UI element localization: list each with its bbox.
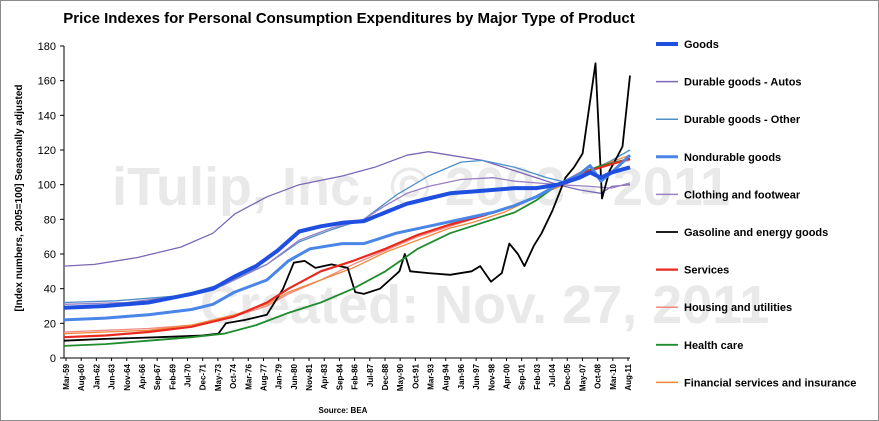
x-tick-label: Feb-03 — [533, 363, 542, 389]
x-tick-label: Feb-69 — [168, 363, 177, 389]
legend-label-health-care: Health care — [684, 340, 743, 352]
series-line-goods — [63, 165, 631, 310]
x-tick-label: May-73 — [214, 363, 223, 391]
y-tick-label: 0 — [50, 353, 56, 365]
x-tick-label: Jul-70 — [184, 363, 193, 387]
y-axis-label: [Index numbers, 2005=100] Seasonally adj… — [14, 84, 25, 311]
x-tick-label: Dec-88 — [381, 363, 390, 390]
x-axis: Mar-59 Aug-60 Jan-62 Jun-63 Nov-64 Apr-66 Sep-… — [62, 357, 633, 391]
legend-label-gasoline-and-energy-goods: Gasoline and energy goods — [684, 227, 828, 239]
x-tick-label: Oct-74 — [229, 363, 238, 388]
x-tick-label: Jun-63 — [108, 363, 117, 389]
y-tick-label: 140 — [38, 110, 56, 122]
x-tick-label: Sep-84 — [335, 363, 344, 390]
x-tick-label: Sep-01 — [518, 363, 527, 390]
x-tick-label: Apr-66 — [138, 363, 147, 389]
x-tick-label: Oct-08 — [594, 363, 603, 388]
x-tick-label: Jan-96 — [457, 363, 466, 389]
x-tick-label: Apr-83 — [320, 363, 329, 389]
x-tick-label: Mar-76 — [244, 363, 253, 389]
x-tick-label: Aug-11 — [624, 363, 633, 390]
x-tick-label: Aug-94 — [442, 363, 451, 391]
plot-lines — [63, 62, 632, 347]
y-tick-label: 80 — [44, 214, 56, 226]
x-tick-label: Jan-62 — [92, 363, 101, 389]
x-tick-label: Jun-97 — [472, 363, 481, 389]
x-tick-label: Jan-79 — [275, 363, 284, 389]
x-tick-label: Jul-87 — [366, 363, 375, 387]
chart-source: Source: BEA — [319, 406, 368, 415]
x-tick-label: Dec-05 — [563, 363, 572, 390]
y-tick-label: 180 — [38, 41, 56, 53]
legend-label-durable-goods-other: Durable goods - Other — [684, 114, 801, 126]
x-tick-label: May-90 — [396, 363, 405, 391]
x-tick-label: Nov-64 — [123, 363, 132, 390]
series-line-nondurable-goods — [63, 154, 632, 322]
x-tick-label: Jul-04 — [548, 363, 557, 387]
legend-label-nondurable-goods: Nondurable goods — [684, 152, 781, 164]
x-tick-label: May-07 — [578, 363, 587, 391]
legend-label-housing-and-utilities: Housing and utilities — [684, 302, 792, 314]
legend: Goods Durable goods - Autos Durable goods … — [656, 39, 856, 389]
y-tick-label: 40 — [44, 284, 56, 296]
y-tick-label: 120 — [38, 145, 56, 157]
legend-label-durable-goods-autos: Durable goods - Autos — [684, 77, 802, 89]
y-tick-label: 60 — [44, 249, 56, 261]
legend-label-financial-services-and-insurance: Financial services and insurance — [684, 377, 856, 389]
x-tick-label: Nov-81 — [305, 363, 314, 390]
watermark-line-1: iTulip, Inc. © 2003 - 2011 — [112, 157, 730, 217]
x-tick-label: Mar-59 — [62, 363, 71, 389]
x-tick-label: Jun-80 — [290, 363, 299, 389]
y-tick-label: 100 — [38, 180, 56, 192]
legend-label-services: Services — [684, 265, 729, 277]
series-line-gasoline-and-energy-goods — [63, 62, 631, 342]
x-tick-label: Mar-93 — [427, 363, 436, 389]
x-tick-label: Aug-60 — [77, 363, 86, 391]
x-tick-label: Oct-91 — [411, 363, 420, 388]
x-tick-label: Mar-10 — [609, 363, 618, 389]
x-tick-label: Nov-98 — [487, 363, 496, 390]
y-tick-label: 20 — [44, 318, 56, 330]
x-tick-label: Aug-77 — [259, 363, 268, 391]
legend-label-clothing-and-footwear: Clothing and footwear — [684, 189, 801, 201]
series-line-durable-goods-autos — [63, 151, 631, 267]
y-tick-label: 160 — [38, 76, 56, 88]
y-axis: 0 20 40 60 80 100 120 140 160 180 — [38, 41, 65, 365]
x-tick-label: Feb-86 — [351, 363, 360, 389]
chart-title: Price Indexes for Personal Consumption E… — [63, 10, 635, 27]
x-tick-label: Dec-71 — [199, 363, 208, 390]
x-tick-label: Sep-67 — [153, 363, 162, 390]
x-tick-label: Apr-00 — [502, 363, 511, 389]
legend-label-goods: Goods — [684, 39, 719, 51]
